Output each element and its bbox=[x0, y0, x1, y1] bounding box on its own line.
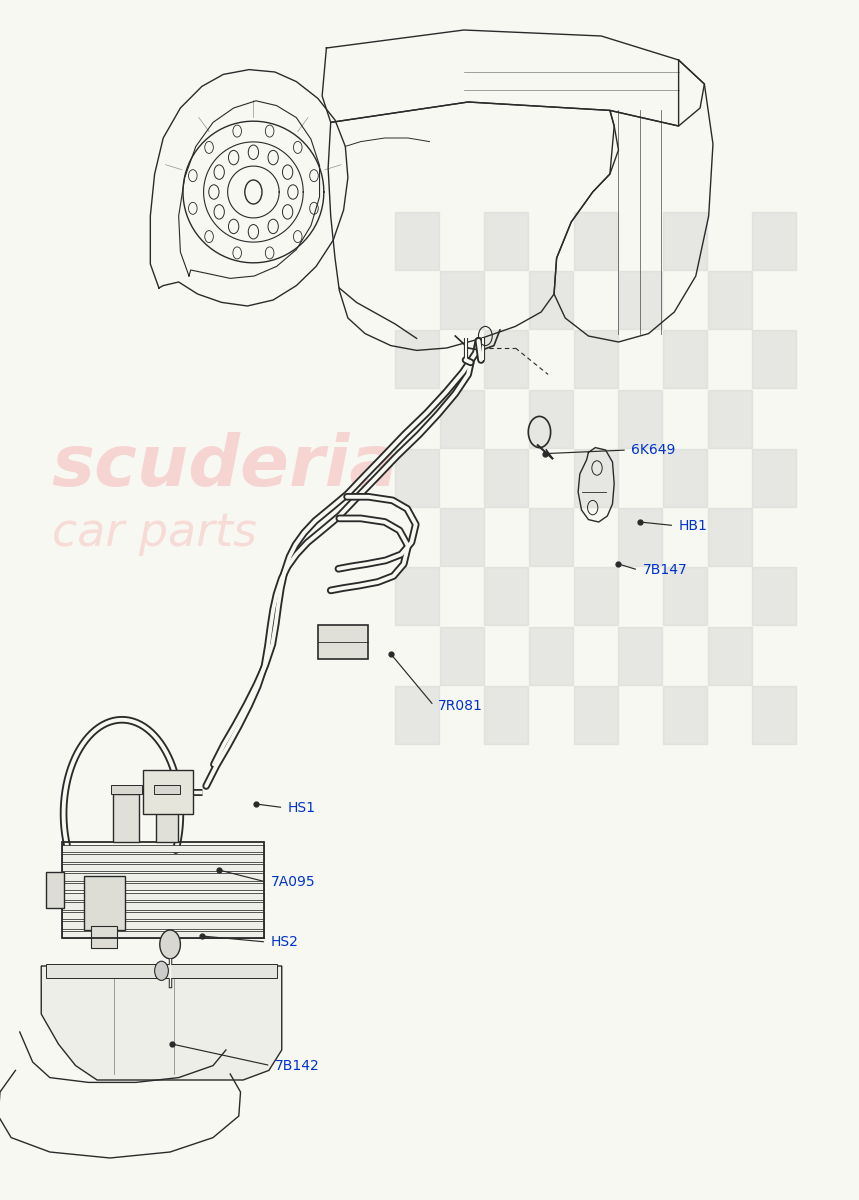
Bar bbox=[708, 626, 752, 685]
Bar bbox=[440, 271, 484, 329]
Bar bbox=[663, 211, 707, 270]
Bar bbox=[663, 686, 707, 744]
Bar bbox=[484, 686, 528, 744]
Bar bbox=[752, 568, 796, 625]
Bar bbox=[91, 926, 117, 948]
Bar bbox=[395, 330, 439, 389]
Bar bbox=[663, 568, 707, 625]
Bar bbox=[62, 912, 264, 919]
Circle shape bbox=[160, 930, 180, 959]
Bar bbox=[529, 508, 573, 566]
Bar bbox=[440, 508, 484, 566]
Bar bbox=[395, 449, 439, 506]
Bar bbox=[62, 902, 264, 910]
Text: scuderia: scuderia bbox=[52, 432, 399, 502]
Bar bbox=[708, 390, 752, 448]
Bar bbox=[62, 931, 264, 938]
Bar bbox=[618, 508, 662, 566]
Bar bbox=[395, 211, 439, 270]
Bar bbox=[395, 686, 439, 744]
Bar bbox=[62, 842, 264, 938]
Text: HS1: HS1 bbox=[288, 800, 316, 815]
Bar bbox=[708, 508, 752, 566]
Bar bbox=[84, 876, 125, 930]
Text: 7A095: 7A095 bbox=[271, 875, 315, 889]
Bar bbox=[318, 625, 368, 659]
Bar bbox=[618, 626, 662, 685]
Text: HS2: HS2 bbox=[271, 935, 298, 949]
Circle shape bbox=[155, 961, 168, 980]
Bar bbox=[143, 770, 193, 814]
Bar bbox=[484, 330, 528, 389]
Bar bbox=[574, 568, 618, 625]
Bar bbox=[62, 854, 264, 862]
Text: 7B142: 7B142 bbox=[275, 1058, 320, 1073]
Bar bbox=[154, 785, 180, 794]
Bar bbox=[752, 330, 796, 389]
Bar bbox=[62, 883, 264, 890]
Bar bbox=[618, 390, 662, 448]
Bar bbox=[663, 330, 707, 389]
Text: 6K649: 6K649 bbox=[631, 443, 676, 457]
Text: car parts: car parts bbox=[52, 511, 257, 556]
Bar bbox=[484, 211, 528, 270]
Bar bbox=[752, 686, 796, 744]
Bar bbox=[529, 626, 573, 685]
Bar bbox=[113, 794, 139, 842]
Bar bbox=[46, 964, 277, 978]
Text: 7B147: 7B147 bbox=[643, 563, 687, 577]
Bar bbox=[574, 330, 618, 389]
Bar bbox=[663, 449, 707, 506]
Bar bbox=[752, 449, 796, 506]
Bar bbox=[484, 568, 528, 625]
Bar bbox=[62, 922, 264, 929]
Text: HB1: HB1 bbox=[679, 518, 708, 533]
Bar bbox=[62, 893, 264, 900]
Bar bbox=[752, 211, 796, 270]
Bar bbox=[111, 785, 142, 794]
Bar bbox=[156, 794, 178, 842]
Bar bbox=[574, 211, 618, 270]
Bar bbox=[440, 390, 484, 448]
Bar bbox=[484, 449, 528, 506]
Bar bbox=[618, 271, 662, 329]
Bar bbox=[46, 872, 64, 908]
Bar bbox=[395, 568, 439, 625]
Bar bbox=[529, 271, 573, 329]
Bar bbox=[529, 390, 573, 448]
Bar bbox=[574, 686, 618, 744]
Polygon shape bbox=[41, 966, 282, 1080]
Bar bbox=[62, 845, 264, 852]
Bar bbox=[708, 271, 752, 329]
Bar bbox=[440, 626, 484, 685]
Bar bbox=[62, 874, 264, 881]
Bar bbox=[574, 449, 618, 506]
Text: 7R081: 7R081 bbox=[438, 698, 483, 713]
Bar bbox=[62, 864, 264, 871]
